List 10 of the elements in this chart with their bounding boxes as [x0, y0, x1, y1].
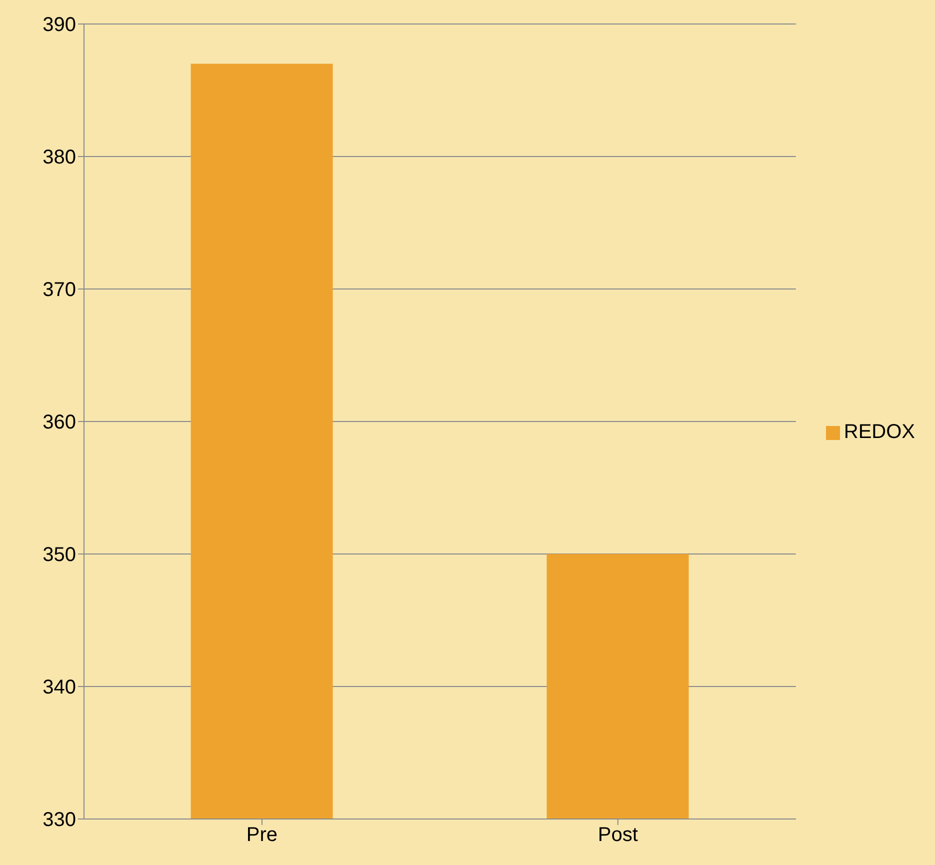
y-tick-label: 360 — [42, 412, 76, 434]
x-tick-label: Post — [598, 824, 638, 846]
y-tick-label: 390 — [42, 14, 76, 36]
x-tick-label: Pre — [246, 824, 278, 846]
legend-label: REDOX — [844, 421, 915, 443]
y-tick-label: 350 — [42, 544, 76, 566]
y-tick-label: 370 — [42, 279, 76, 302]
y-tick-label: 330 — [42, 809, 76, 832]
y-tick-label: 380 — [42, 146, 76, 169]
y-tick-label: 340 — [42, 676, 76, 699]
